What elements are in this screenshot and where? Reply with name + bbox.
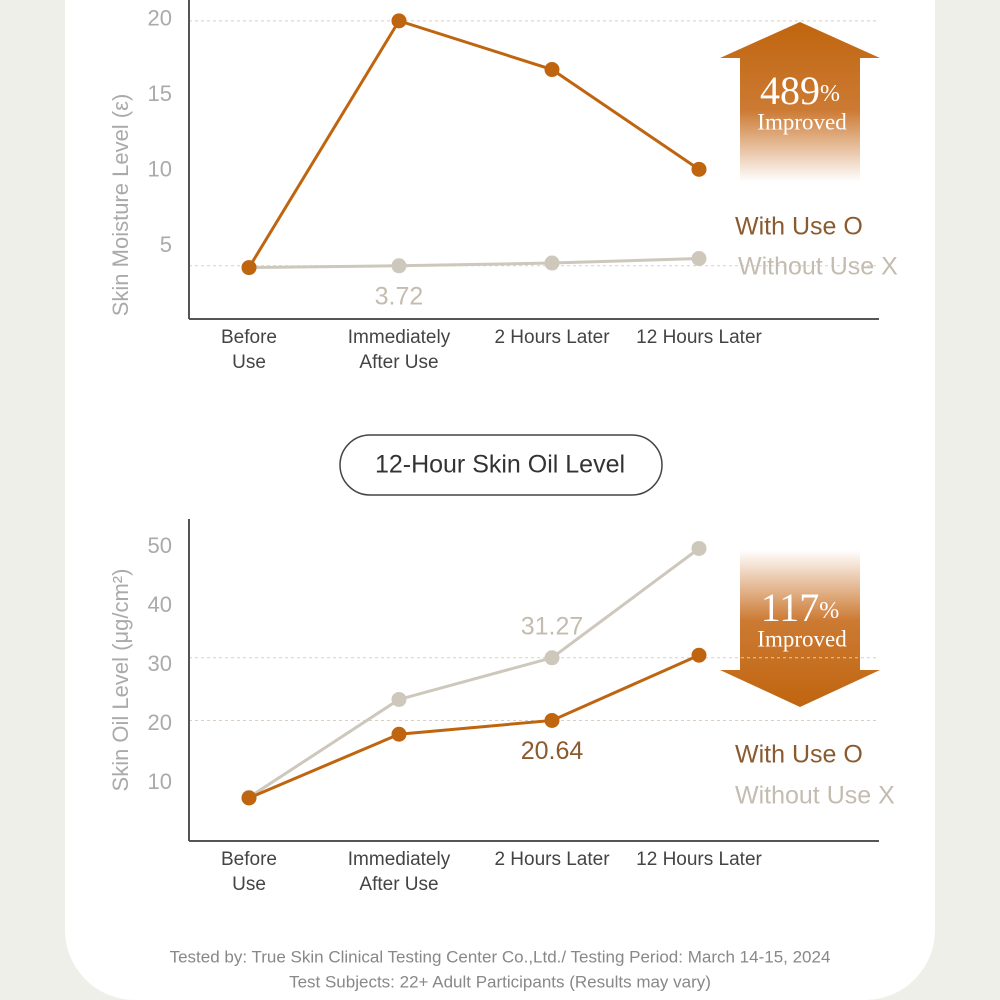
data-point	[241, 790, 257, 806]
legend-entry: Without Use X	[738, 253, 898, 281]
data-point	[544, 62, 560, 78]
improvement-text: Improved	[757, 626, 847, 651]
y-tick-label: 15	[148, 81, 172, 106]
y-tick-label: 30	[148, 651, 172, 676]
x-tick-label: Before Use	[221, 327, 277, 373]
data-point	[391, 691, 407, 707]
value-label: 19.92	[368, 0, 431, 3]
footer-line: Tested by: True Skin Clinical Testing Ce…	[170, 947, 831, 966]
improvement-unit: %	[819, 598, 839, 624]
data-point	[391, 258, 407, 274]
legend-entry: With Use O	[735, 741, 863, 769]
data-point	[544, 650, 560, 666]
legend-entry: With Use O	[735, 213, 863, 241]
improvement-unit: %	[820, 81, 840, 107]
data-point	[691, 251, 707, 267]
series-line	[247, 19, 700, 269]
improvement-number: 117	[761, 585, 820, 630]
y-tick-label: 40	[148, 592, 172, 617]
chart-title: 12-Hour Skin Oil Level	[375, 451, 625, 479]
series-line	[248, 257, 700, 270]
y-tick-label: 20	[148, 5, 172, 30]
improvement-number: 489	[760, 68, 820, 113]
footer-line: Test Subjects: 22+ Adult Participants (R…	[289, 972, 711, 991]
x-tick-label: 12 Hours Later	[636, 849, 762, 870]
y-tick-label: 20	[148, 710, 172, 735]
arrow-down	[720, 550, 880, 707]
data-point	[691, 647, 707, 663]
value-label: 3.72	[375, 282, 424, 310]
improvement-text: Improved	[757, 109, 847, 134]
value-label: 31.27	[521, 612, 584, 640]
y-tick-label: 10	[148, 157, 172, 182]
y-axis-title: Skin Moisture Level (ε)	[108, 94, 133, 317]
data-point	[544, 255, 560, 271]
series-line	[248, 547, 700, 799]
improvement-value: 489%	[760, 68, 840, 113]
improvement-value: 117%	[761, 585, 840, 630]
y-tick-label: 5	[160, 232, 172, 257]
x-tick-label: Immediately After Use	[347, 849, 451, 895]
card	[65, 0, 935, 1000]
x-tick-label: Before Use	[221, 849, 277, 895]
data-point	[391, 13, 407, 29]
legend-entry: Without Use X	[735, 782, 895, 810]
data-point	[691, 540, 707, 556]
title-pill	[339, 434, 663, 496]
series-line	[248, 653, 700, 800]
arrow-up	[720, 22, 880, 182]
data-point	[544, 712, 560, 728]
x-tick-label: Immediately After Use	[347, 327, 451, 373]
x-tick-label: 2 Hours Later	[494, 327, 610, 348]
data-point	[391, 726, 407, 742]
y-tick-label: 10	[148, 769, 172, 794]
y-axis-title: Skin Oil Level (μg/cm²)	[108, 569, 133, 792]
data-point	[691, 161, 707, 177]
value-label: 20.64	[521, 737, 584, 765]
x-tick-label: 2 Hours Later	[494, 849, 610, 870]
x-tick-label: 12 Hours Later	[636, 327, 762, 348]
y-tick-label: 50	[148, 533, 172, 558]
data-point	[241, 260, 257, 276]
